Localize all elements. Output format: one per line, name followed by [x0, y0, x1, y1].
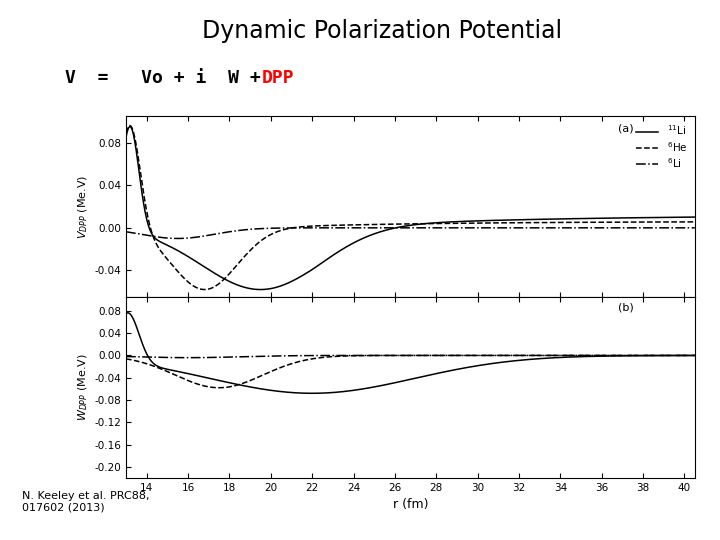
Y-axis label: $W_{DPP}$ (Me.V): $W_{DPP}$ (Me.V)	[76, 354, 90, 421]
Text: Dynamic Polarization Potential: Dynamic Polarization Potential	[202, 19, 562, 43]
Text: (a): (a)	[618, 123, 634, 133]
Y-axis label: $V_{DPP}$ (Me.V): $V_{DPP}$ (Me.V)	[76, 174, 90, 239]
Text: DPP: DPP	[261, 69, 294, 87]
Text: V  =   Vo + i  W +: V = Vo + i W +	[65, 69, 271, 87]
Legend: $^{11}$Li, $^{6}$He, $^{6}$Li: $^{11}$Li, $^{6}$He, $^{6}$Li	[631, 119, 692, 174]
X-axis label: r (fm): r (fm)	[392, 498, 428, 511]
Text: N. Keeley et al. PRC88,
017602 (2013): N. Keeley et al. PRC88, 017602 (2013)	[22, 491, 149, 513]
Text: (b): (b)	[618, 302, 634, 313]
